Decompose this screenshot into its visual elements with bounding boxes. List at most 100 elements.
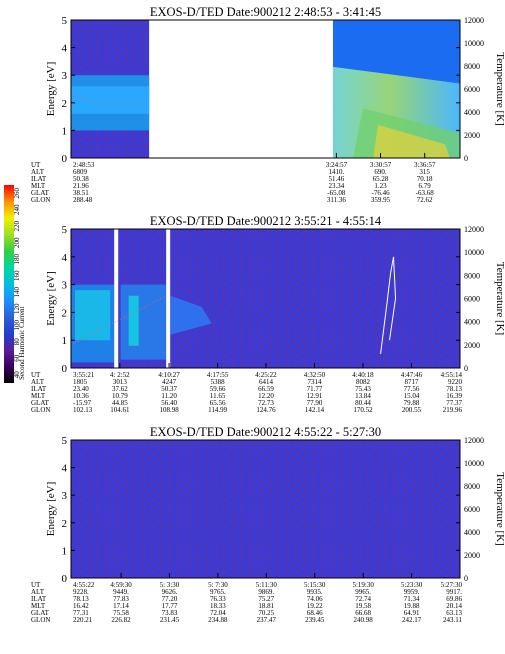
colorbar-tick: 60 — [13, 354, 21, 362]
param-value-ilat: 65.28 — [373, 175, 389, 183]
param-value-ilat: 78.13 — [73, 595, 89, 603]
param-value-mlt: 19.58 — [355, 602, 371, 610]
temperature-trace — [74, 295, 167, 344]
param-value-glon: 200.55 — [402, 406, 422, 414]
param-value-glat: 72.73 — [258, 399, 274, 407]
ytick-left-label: 0 — [62, 573, 68, 585]
param-value-alt: 9935. — [307, 588, 323, 596]
param-value-alt: 9959. — [404, 588, 420, 596]
plot-frame — [70, 439, 461, 579]
ytick-right-label: 2000 — [464, 551, 480, 560]
ytick-left-label: 2 — [62, 518, 68, 530]
panel-2: EXOS-D/TED Date:900212 3:55:21 - 4:55:14… — [31, 214, 505, 414]
param-value-alt: 6414 — [259, 378, 274, 386]
param-value-ut: 3:36:57 — [414, 161, 436, 169]
panel-title: EXOS-D/TED Date:900212 4:55:22 - 5:27:30 — [150, 425, 381, 439]
data-gap — [149, 20, 334, 158]
param-value-glat: 65.56 — [210, 399, 226, 407]
param-row-name: GLAT — [31, 189, 50, 197]
param-value-alt: 9449. — [113, 588, 129, 596]
param-value-glat: -76.46 — [371, 189, 390, 197]
param-row-name: ILAT — [31, 175, 47, 183]
param-row-name: GLON — [31, 196, 50, 204]
ytick-right-label: 4000 — [464, 108, 480, 117]
colorbar-tick: 220 — [13, 221, 21, 232]
param-value-ilat: 37.62 — [112, 385, 128, 393]
param-value-ut: 5:11:30 — [256, 581, 278, 589]
param-value-mlt: 12.20 — [258, 392, 274, 400]
ytick-left-label: 0 — [62, 363, 68, 375]
param-value-mlt: 18.81 — [258, 602, 274, 610]
param-value-mlt: 6.79 — [419, 182, 432, 190]
param-value-alt: 1410. — [329, 168, 345, 176]
param-value-glon: 243.11 — [443, 616, 462, 624]
ytick-left-label: 5 — [62, 435, 68, 447]
ytick-right-label: 4000 — [464, 528, 480, 537]
panel-title: EXOS-D/TED Date:900212 3:55:21 - 4:55:14 — [150, 214, 382, 228]
flux-yellow — [373, 124, 450, 158]
param-value-alt: 9917. — [446, 588, 462, 596]
ytick-right-label: 6000 — [464, 85, 480, 94]
param-value-ut: 3:30:57 — [370, 161, 392, 169]
ytick-left-label: 2 — [62, 307, 68, 319]
param-value-ilat: 77.83 — [113, 595, 129, 603]
colorbar-ticks: 40 60 80 100 120 140 160 180 200 220 240 260 — [13, 188, 21, 379]
flux-block-2 — [120, 284, 167, 360]
param-value-alt: 5388 — [211, 378, 226, 386]
ylabel-left: Energy [eV] — [45, 271, 57, 325]
ytick-right-label: 10000 — [464, 39, 484, 48]
param-value-glon: 234.88 — [208, 616, 228, 624]
param-value-glon: 102.13 — [73, 406, 93, 414]
ytick-right-label: 0 — [464, 574, 468, 583]
param-value-ut: 4:25:22 — [255, 371, 277, 379]
param-value-ut: 5:23:30 — [401, 581, 423, 589]
param-value-ut: 4:17:55 — [207, 371, 229, 379]
param-value-ut: 4:47:46 — [401, 371, 423, 379]
param-value-ilat: 74.06 — [307, 595, 323, 603]
param-value-glat: 77.31 — [73, 609, 89, 617]
ytick-right-label: 8000 — [464, 482, 480, 491]
param-value-mlt: 10.36 — [73, 392, 89, 400]
ylabel-left: Energy [eV] — [45, 62, 57, 116]
param-row-name: ILAT — [31, 385, 47, 393]
colorbar-tick: 200 — [13, 237, 21, 248]
param-value-ilat: 75.43 — [355, 385, 371, 393]
colorbar: 40 60 80 100 120 140 160 180 200 220 240 260 Second… — [4, 185, 26, 383]
param-value-glat: 68.46 — [307, 609, 323, 617]
panel-3: EXOS-D/TED Date:900212 4:55:22 - 5:27:30… — [31, 425, 505, 624]
param-value-mlt: 13.84 — [355, 392, 371, 400]
param-value-alt: 9626. — [162, 588, 178, 596]
param-value-ut: 4:32:50 — [304, 371, 326, 379]
ytick-right-label: 2000 — [464, 341, 480, 350]
param-value-glon: 231.45 — [160, 616, 180, 624]
param-value-alt: 8717 — [404, 378, 419, 386]
param-row-name: ALT — [31, 378, 45, 386]
ytick-right-label: 2000 — [464, 131, 480, 140]
ytick-left-label: 3 — [62, 490, 68, 502]
param-value-ilat: 59.66 — [210, 385, 226, 393]
colorbar-tick: 180 — [13, 254, 21, 265]
ytick-right-label: 12000 — [464, 16, 484, 25]
param-value-mlt: 17.14 — [113, 602, 129, 610]
param-row-name: ALT — [31, 168, 45, 176]
param-value-mlt: 20.14 — [446, 602, 462, 610]
param-value-alt: 690. — [374, 168, 387, 176]
param-value-ilat: 77.20 — [162, 595, 178, 603]
plot-frame — [70, 19, 461, 159]
data-gap — [166, 229, 171, 368]
ytick-right-label: 0 — [464, 154, 468, 163]
param-value-ut: 5:15:30 — [304, 581, 326, 589]
param-value-ilat: 69.86 — [446, 595, 462, 603]
param-value-ilat: 70.18 — [417, 175, 433, 183]
ytick-left-label: 1 — [62, 335, 68, 347]
param-value-mlt: 23.34 — [329, 182, 345, 190]
param-value-alt: 9228. — [73, 588, 89, 596]
param-value-ilat: 72.74 — [355, 595, 371, 603]
param-value-glon: 240.98 — [354, 616, 374, 624]
ytick-left-label: 3 — [62, 70, 68, 82]
param-value-alt: 9220 — [448, 378, 463, 386]
flux-block-3 — [170, 295, 212, 335]
ytick-right-label: 12000 — [464, 225, 484, 234]
param-value-glon: 170.52 — [353, 406, 373, 414]
